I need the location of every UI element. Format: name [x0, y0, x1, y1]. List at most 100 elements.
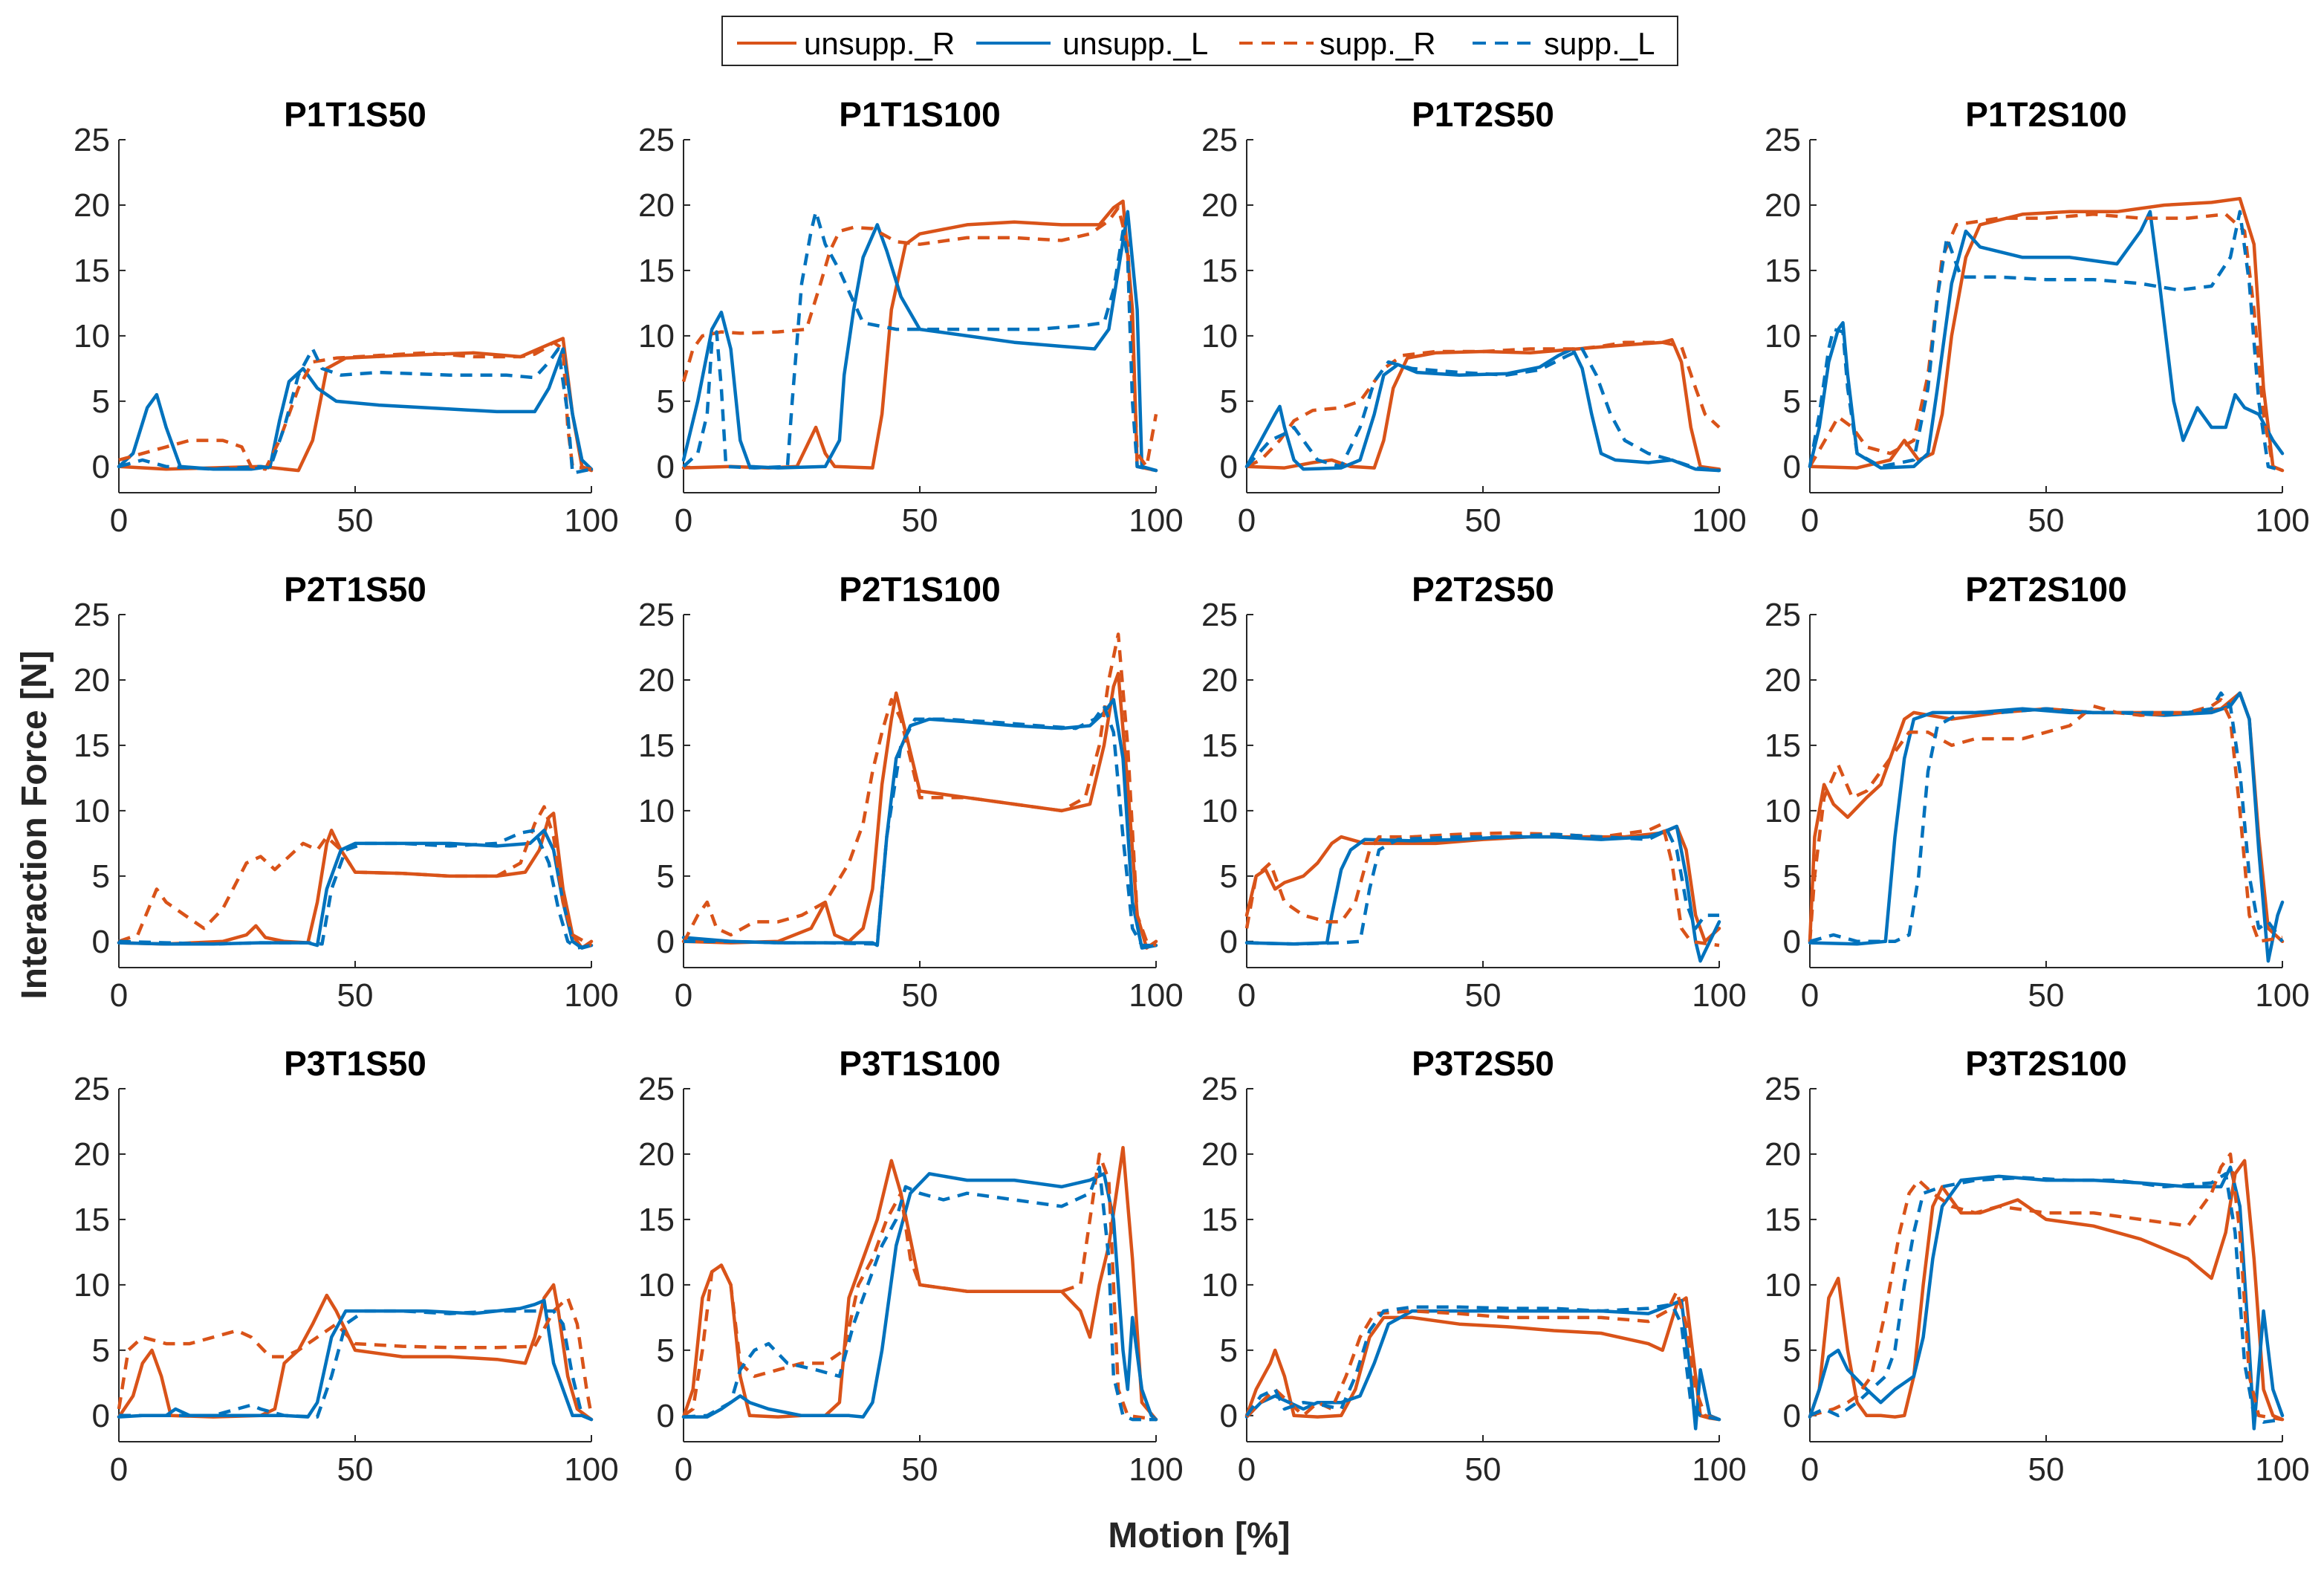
x-tick-label: 0: [110, 977, 128, 1014]
y-tick-label: 15: [74, 253, 110, 289]
x-tick-label: 50: [2028, 1451, 2065, 1488]
legend-label-unsupp-l: unsupp._L: [1062, 26, 1208, 61]
panel-p2t1s50: P2T1S50 0 5 10 15 20 25 0 50 100: [74, 570, 619, 1014]
x-tick-label: 50: [902, 502, 938, 539]
y-tick-label: 20: [74, 662, 110, 699]
y-tick-label: 5: [92, 1332, 110, 1369]
y-tick-label: 0: [1783, 924, 1801, 960]
y-tick-label: 0: [92, 1398, 110, 1434]
x-tick-label: 0: [110, 502, 128, 539]
y-tick-label: 5: [657, 1332, 675, 1369]
y-tick-label: 25: [74, 597, 110, 633]
series-line-supp-l: [118, 347, 592, 475]
panel-title: P2T2S100: [1965, 570, 2126, 609]
x-tick-label: 50: [337, 977, 374, 1014]
series-line-supp-l: [1245, 347, 1720, 473]
y-tick-label: 10: [638, 1267, 675, 1303]
y-tick-label: 5: [1783, 383, 1801, 420]
panel-p2t2s100: P2T2S100 0 5 10 15 20 25 0 50 100: [1765, 570, 2310, 1014]
y-tick-label: 20: [74, 187, 110, 224]
panel-title: P3T1S100: [839, 1044, 1000, 1083]
y-tick-label: 0: [657, 1398, 675, 1434]
y-tick-label: 5: [1783, 858, 1801, 895]
series-line-supp-r: [118, 805, 593, 948]
x-tick-label: 100: [2255, 977, 2309, 1014]
y-tick-label: 0: [1783, 1398, 1801, 1434]
x-tick-label: 100: [564, 502, 618, 539]
panel-title: P1T2S100: [1965, 95, 2126, 134]
x-tick-label: 0: [1801, 1451, 1819, 1488]
panel-p1t2s50: P1T2S50 0 5 10 15 20 25 0 50 100: [1201, 95, 1747, 539]
y-tick-label: 20: [74, 1136, 110, 1173]
panel-title: P3T2S100: [1965, 1044, 2126, 1083]
series-line-supp-l: [1809, 1172, 2283, 1424]
x-tick-label: 100: [1692, 977, 1746, 1014]
x-axis-label: Motion [%]: [1108, 1516, 1290, 1555]
series-line-unsupp-r: [1244, 824, 1721, 944]
series-line-unsupp-r: [681, 199, 1158, 473]
x-tick-label: 100: [2255, 1451, 2309, 1488]
x-tick-label: 0: [1801, 502, 1819, 539]
x-tick-label: 0: [1801, 977, 1819, 1014]
y-tick-label: 25: [1201, 597, 1238, 633]
x-tick-label: 50: [337, 1451, 374, 1488]
legend-label-unsupp-r: unsupp._R: [804, 26, 955, 61]
y-tick-label: 20: [1201, 662, 1238, 699]
panel-title: P3T1S50: [284, 1044, 426, 1083]
series-line-supp-r: [1808, 698, 2283, 944]
y-tick-label: 0: [92, 449, 110, 485]
series-line-unsupp-l: [681, 1172, 1158, 1422]
x-tick-label: 100: [1692, 502, 1746, 539]
series-line-supp-r: [681, 206, 1158, 469]
series-line-supp-l: [683, 1165, 1156, 1422]
y-tick-label: 0: [92, 924, 110, 960]
y-tick-label: 5: [1220, 383, 1238, 420]
y-tick-label: 20: [1765, 662, 1801, 699]
y-tick-label: 0: [1220, 924, 1238, 960]
x-tick-label: 100: [2255, 502, 2309, 539]
series-line-supp-r: [1245, 1289, 1720, 1422]
x-tick-label: 100: [1129, 502, 1183, 539]
y-tick-label: 20: [1201, 187, 1238, 224]
panel-title: P2T2S50: [1412, 570, 1554, 609]
y-tick-label: 25: [1765, 122, 1801, 158]
y-tick-label: 25: [74, 122, 110, 158]
y-tick-label: 0: [657, 449, 675, 485]
series-line-unsupp-l: [1808, 1165, 2285, 1431]
y-tick-label: 15: [638, 728, 675, 764]
y-tick-label: 25: [1765, 1071, 1801, 1107]
y-tick-label: 10: [1201, 793, 1238, 829]
y-tick-label: 25: [638, 1071, 675, 1107]
panel-p3t2s50: P3T2S50 0 5 10 15 20 25 0 50 100: [1201, 1044, 1747, 1488]
x-tick-label: 100: [1129, 977, 1183, 1014]
y-tick-label: 15: [74, 1202, 110, 1238]
y-tick-label: 10: [1765, 1267, 1801, 1303]
series-line-supp-l: [1809, 691, 2284, 944]
panel-p3t1s50: P3T1S50 0 5 10 15 20 25 0 50 100: [74, 1044, 619, 1488]
y-tick-label: 5: [1220, 858, 1238, 895]
series-line-supp-l: [682, 210, 1157, 473]
series-line-unsupp-l: [117, 347, 594, 471]
series-line-unsupp-l: [1244, 1298, 1721, 1431]
y-tick-label: 20: [638, 1136, 675, 1173]
series-line-unsupp-r: [1244, 337, 1721, 471]
legend: unsupp._R unsupp._L supp._R supp._L: [721, 16, 1678, 66]
series-line-supp-l: [1808, 210, 2283, 473]
x-tick-label: 50: [2028, 977, 2065, 1014]
y-tick-label: 5: [92, 858, 110, 895]
x-tick-label: 50: [902, 1451, 938, 1488]
y-tick-label: 20: [638, 662, 675, 699]
y-tick-label: 0: [1220, 1398, 1238, 1434]
y-axis-label: Interaction Force [N]: [15, 650, 54, 999]
y-tick-label: 25: [638, 597, 675, 633]
series-line-supp-l: [1245, 1303, 1720, 1422]
panel-title: P1T1S50: [284, 95, 426, 134]
y-tick-label: 10: [74, 1267, 110, 1303]
series-line-supp-l: [118, 829, 592, 950]
panel-title: P2T1S100: [839, 570, 1000, 609]
x-tick-label: 0: [675, 1451, 692, 1488]
x-tick-label: 0: [1238, 502, 1256, 539]
series-line-unsupp-l: [1244, 824, 1721, 963]
series-line-supp-r: [1808, 213, 2283, 473]
